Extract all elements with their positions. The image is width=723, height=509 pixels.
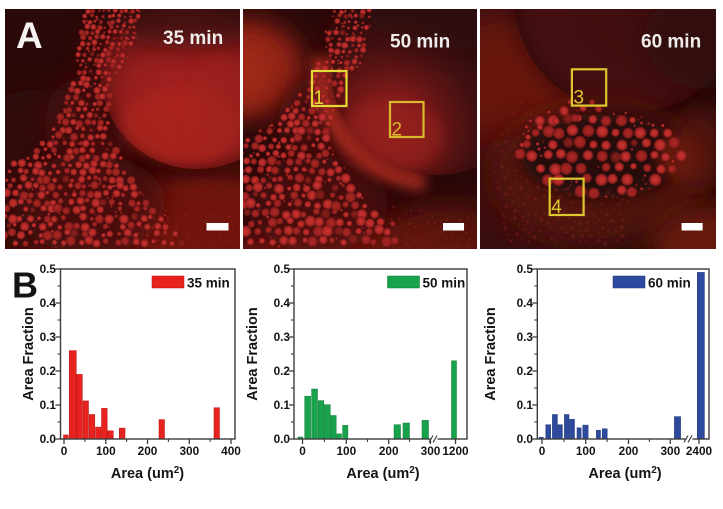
svg-text:Area Fraction: Area Fraction xyxy=(483,307,499,400)
svg-text:60 min: 60 min xyxy=(648,276,691,291)
svg-text:0.3: 0.3 xyxy=(274,330,291,344)
svg-text:0.4: 0.4 xyxy=(517,296,534,310)
svg-text:0.4: 0.4 xyxy=(40,296,57,310)
svg-text:0: 0 xyxy=(539,444,546,458)
svg-text:1200: 1200 xyxy=(442,444,469,458)
svg-text:50 min: 50 min xyxy=(423,276,466,291)
svg-text:0.2: 0.2 xyxy=(40,364,57,378)
svg-text:0.1: 0.1 xyxy=(274,398,291,412)
svg-text:0.2: 0.2 xyxy=(274,364,291,378)
svg-text:Area Fraction: Area Fraction xyxy=(21,307,37,400)
svg-text:60 min: 60 min xyxy=(641,32,701,53)
svg-text:400: 400 xyxy=(221,444,241,458)
svg-text:200: 200 xyxy=(619,444,639,458)
svg-text:0.5: 0.5 xyxy=(274,262,291,276)
svg-text:50 min: 50 min xyxy=(390,32,450,53)
svg-text:3: 3 xyxy=(574,88,585,109)
svg-text:100: 100 xyxy=(96,444,116,458)
svg-text:100: 100 xyxy=(576,444,596,458)
svg-text:0: 0 xyxy=(61,444,68,458)
svg-text:2: 2 xyxy=(391,120,402,141)
svg-text:35 min: 35 min xyxy=(187,276,230,291)
svg-text:0.1: 0.1 xyxy=(517,398,534,412)
svg-text:0.0: 0.0 xyxy=(40,432,57,446)
svg-text:35 min: 35 min xyxy=(163,28,223,49)
svg-text:300: 300 xyxy=(660,444,680,458)
svg-text:100: 100 xyxy=(336,444,356,458)
svg-text:1: 1 xyxy=(313,88,324,109)
svg-text:Area (um2): Area (um2) xyxy=(111,465,184,482)
svg-text:200: 200 xyxy=(138,444,158,458)
svg-text:0.3: 0.3 xyxy=(40,330,57,344)
svg-text:0.5: 0.5 xyxy=(517,262,534,276)
svg-text:0.0: 0.0 xyxy=(274,432,291,446)
svg-text:200: 200 xyxy=(379,444,399,458)
svg-text:0.0: 0.0 xyxy=(517,432,534,446)
svg-text:300: 300 xyxy=(421,444,441,458)
svg-text:0.1: 0.1 xyxy=(40,398,57,412)
svg-text:0.5: 0.5 xyxy=(40,262,57,276)
svg-text:0.3: 0.3 xyxy=(517,330,534,344)
svg-text:A: A xyxy=(16,15,43,56)
svg-text:Area Fraction: Area Fraction xyxy=(245,307,261,400)
svg-text:B: B xyxy=(12,265,38,306)
svg-text:2400: 2400 xyxy=(686,444,713,458)
svg-text:4: 4 xyxy=(551,197,562,218)
svg-text:Area (um2): Area (um2) xyxy=(346,465,419,482)
svg-text:0.4: 0.4 xyxy=(274,296,291,310)
svg-text:0.2: 0.2 xyxy=(517,364,534,378)
svg-text:Area (um2): Area (um2) xyxy=(588,465,661,482)
svg-text:300: 300 xyxy=(179,444,199,458)
svg-text:0: 0 xyxy=(299,444,306,458)
